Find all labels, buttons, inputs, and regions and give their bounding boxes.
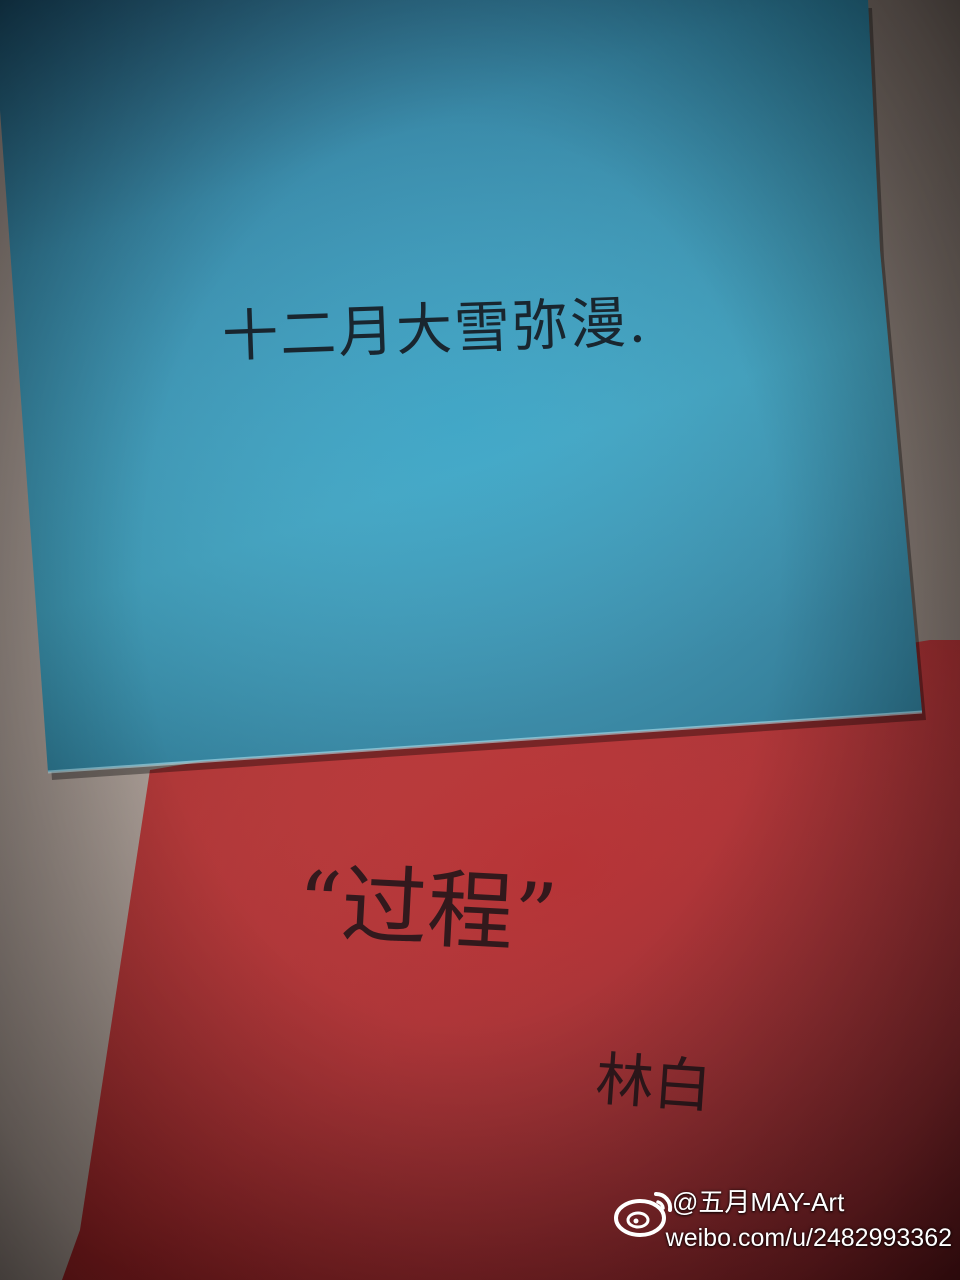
watermark-handle: @五月MAY-Art <box>672 1187 845 1217</box>
red-note-title: “过程” <box>294 853 560 967</box>
watermark-url: weibo.com/u/2482993362 <box>665 1224 952 1252</box>
red-note-author: 林白 <box>593 1045 714 1121</box>
blue-note-text: 十二月大雪弥漫. <box>221 290 649 370</box>
weibo-watermark: @五月MAY-Art weibo.com/u/2482993362 <box>612 1182 952 1272</box>
weibo-logo-icon <box>614 1191 673 1237</box>
